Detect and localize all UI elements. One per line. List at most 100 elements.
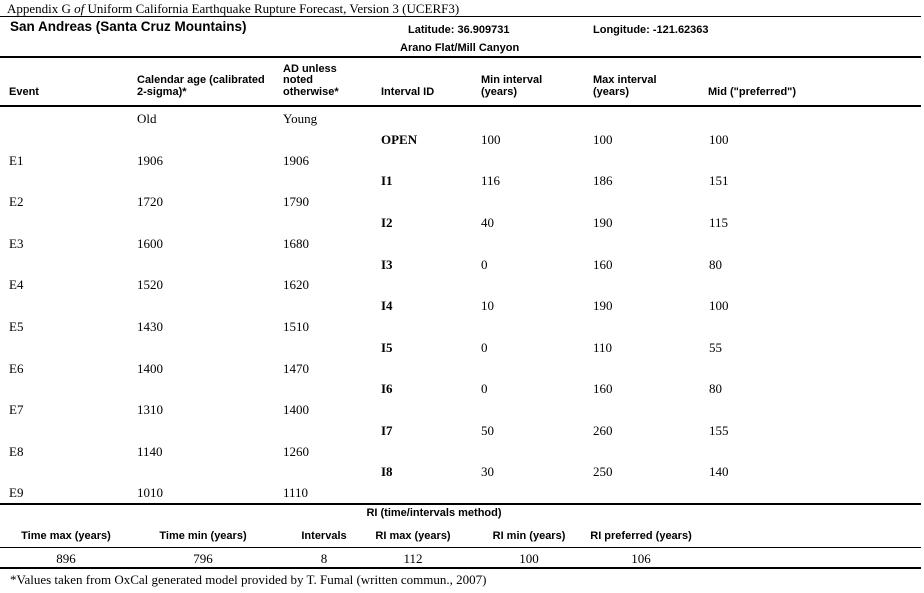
young-cell: 1400 — [283, 402, 309, 418]
event-cell: E8 — [9, 443, 24, 459]
max-cell: 160 — [593, 381, 613, 397]
young-cell: 1470 — [283, 360, 309, 376]
ad-line2: noted — [283, 74, 313, 86]
min-interval-line1: Min interval — [481, 74, 543, 86]
mid-cell: 155 — [709, 422, 729, 438]
event-cell: E3 — [9, 235, 24, 251]
interval-id-cell: I8 — [381, 464, 393, 480]
column-header-ad: AD unless noted otherwise* — [283, 63, 339, 99]
max-cell: 260 — [593, 422, 613, 438]
interval-id-cell: I2 — [381, 215, 393, 230]
event-table-header-row: Event Calendar age (calibrated 2-sigma)*… — [0, 57, 924, 106]
old-cell: 1140 — [137, 443, 163, 459]
young-cell: 1906 — [283, 152, 309, 168]
min-cell: 50 — [481, 422, 494, 438]
table-row: E7 1310 1400 — [0, 399, 924, 420]
interval-id-cell: I3 — [381, 256, 393, 272]
table-row: E5 1430 1510 — [0, 316, 924, 337]
table-row: E9 1010 1110 — [0, 482, 924, 503]
event-cell: E6 — [9, 360, 24, 376]
min-cell: 0 — [481, 381, 488, 397]
min-interval-line2: (years) — [481, 85, 518, 98]
table-row: I3 0 160 80 — [0, 254, 924, 275]
ri-value-ri-min: 100 — [519, 551, 539, 566]
old-cell: 1400 — [137, 360, 163, 376]
table-row: OPEN 100 100 100 — [0, 129, 924, 150]
mid-cell: 80 — [709, 256, 722, 272]
latitude-value: Latitude: 36.909731 — [408, 24, 510, 36]
old-cell: 1010 — [137, 485, 163, 501]
table-row: E3 1600 1680 — [0, 233, 924, 254]
old-cell: 1720 — [137, 194, 163, 210]
event-cell: E2 — [9, 194, 24, 210]
max-interval-line2: (years) — [593, 85, 630, 98]
max-cell: 190 — [593, 298, 613, 314]
young-cell: 1110 — [283, 485, 309, 501]
footnote: *Values taken from OxCal generated model… — [10, 572, 487, 587]
rule-under-running-head — [0, 16, 921, 17]
event-cell: E4 — [9, 277, 24, 293]
event-cell: E5 — [9, 318, 24, 334]
mid-cell: 100 — [709, 298, 729, 314]
column-header-calendar-age: Calendar age (calibrated 2-sigma)* — [137, 74, 265, 98]
min-cell: 40 — [481, 215, 494, 230]
min-cell: 10 — [481, 298, 494, 314]
event-cell: E9 — [9, 485, 24, 501]
old-cell: 1906 — [137, 152, 163, 168]
calendar-age-line2: 2-sigma)* — [137, 85, 187, 98]
young-cell: 1620 — [283, 277, 309, 293]
ri-value-ri-preferred: 106 — [631, 551, 651, 566]
min-cell: 30 — [481, 464, 494, 480]
appendix-italic-of: of — [74, 1, 85, 16]
young-cell: 1260 — [283, 443, 309, 459]
interval-id-cell: OPEN — [381, 131, 418, 147]
rule-below-event-table — [0, 503, 921, 505]
appendix-prefix: Appendix G — [7, 1, 75, 16]
event-cell: E7 — [9, 402, 24, 418]
ri-value-time-max: 896 — [56, 551, 76, 566]
ri-value-time-min: 796 — [193, 551, 213, 566]
max-cell: 100 — [593, 131, 613, 147]
min-cell: 0 — [481, 339, 488, 355]
ri-header-ri-min: RI min (years) — [492, 530, 566, 542]
column-header-mid-preferred: Mid ("preferred") — [708, 85, 797, 98]
max-cell: 190 — [593, 215, 613, 230]
trench-site-name: Arano Flat/Mill Canyon — [400, 42, 520, 54]
mid-cell: 55 — [709, 339, 722, 355]
column-header-max-interval: Max interval (years) — [593, 74, 657, 98]
mid-cell: 80 — [709, 381, 722, 397]
column-header-event: Event — [9, 85, 39, 98]
ri-header-ri-max: RI max (years) — [375, 530, 451, 542]
table-row: I2 40 190 115 — [0, 212, 924, 233]
interval-id-cell: I5 — [381, 339, 393, 355]
table-row: I5 0 110 55 — [0, 337, 924, 358]
rule-below-ri-headers — [0, 547, 921, 548]
young-subheader: Young — [283, 111, 318, 126]
table-row: E8 1140 1260 — [0, 441, 924, 462]
table-row: I1 116 186 151 — [0, 170, 924, 191]
old-cell: 1520 — [137, 277, 163, 293]
ri-header-intervals: Intervals — [301, 530, 347, 542]
calendar-age-line1: Calendar age (calibrated — [137, 74, 265, 86]
interval-id-cell: I1 — [381, 173, 393, 189]
event-table-body: Old Young OPEN 100 100 100 E1 1906 1906 I1 116 1… — [0, 108, 924, 503]
table-row: I4 10 190 100 — [0, 295, 924, 316]
ri-header-time-max: Time max (years) — [21, 530, 111, 542]
table-row: E4 1520 1620 — [0, 274, 924, 295]
min-cell: 100 — [481, 131, 501, 147]
ri-table-title: RI (time/intervals method) — [366, 507, 502, 519]
max-cell: 186 — [593, 173, 613, 189]
column-header-min-interval: Min interval (years) — [481, 74, 543, 98]
table-row: E2 1720 1790 — [0, 191, 924, 212]
ri-header-ri-preferred: RI preferred (years) — [590, 530, 692, 542]
interval-id-cell: I7 — [381, 422, 393, 438]
mid-cell: 140 — [709, 464, 729, 480]
interval-id-cell: I4 — [381, 298, 393, 314]
ri-header-time-min: Time min (years) — [159, 530, 247, 542]
appendix-suffix: Uniform California Earthquake Rupture Fo… — [84, 1, 460, 16]
table-row: E6 1400 1470 — [0, 358, 924, 379]
min-cell: 116 — [481, 173, 501, 189]
mid-cell: 115 — [709, 215, 729, 230]
appendix-running-head: Appendix G of Uniform California Earthqu… — [7, 1, 459, 17]
table-row: I8 30 250 140 — [0, 461, 924, 482]
